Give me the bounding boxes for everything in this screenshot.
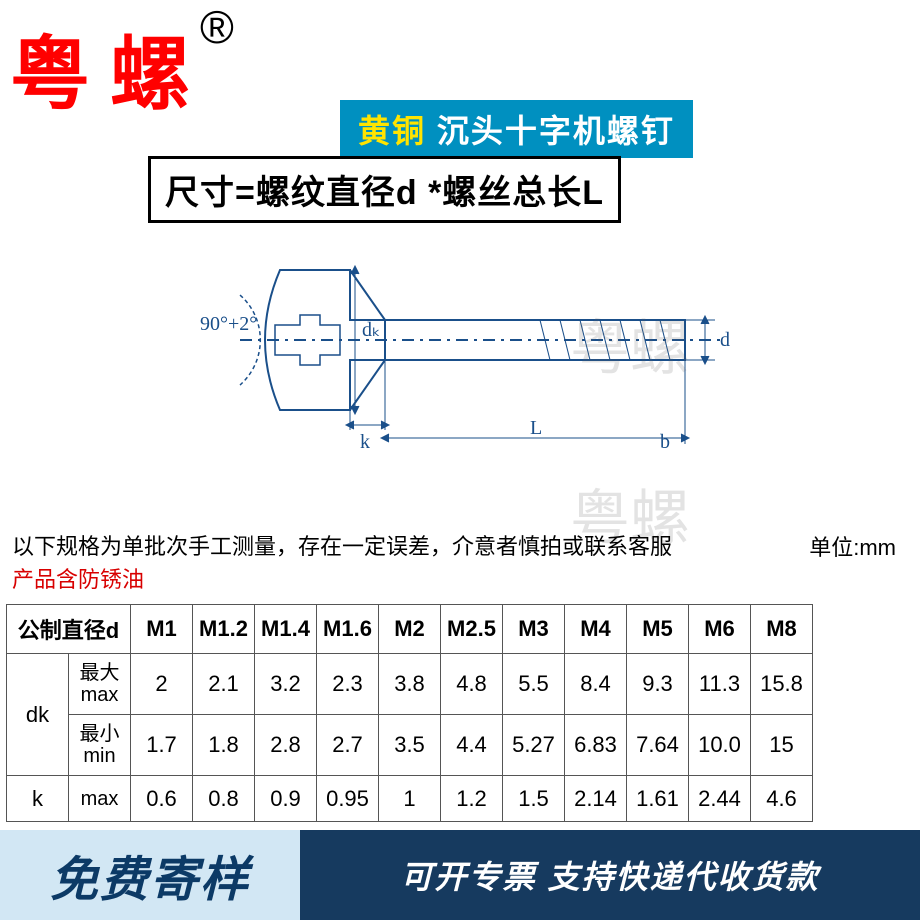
cell: 2.3 (317, 654, 379, 715)
formula-box: 尺寸=螺纹直径d *螺丝总长L (148, 156, 621, 223)
screw-diagram: 90°+2° dₖ k L d b (190, 230, 750, 450)
title-yellow: 黄铜 (358, 113, 426, 149)
col-header-d: 公制直径d (7, 605, 131, 654)
cell: 1.61 (627, 776, 689, 822)
col-M5: M5 (627, 605, 689, 654)
sub-min: 最小min (69, 715, 131, 776)
col-M4: M4 (565, 605, 627, 654)
cell: 0.6 (131, 776, 193, 822)
note-line2: 产品含防锈油 (12, 563, 672, 596)
b-label: b (660, 431, 670, 450)
title-bar: 黄铜 沉头十字机螺钉 (340, 100, 693, 158)
angle-label: 90°+2° (200, 313, 257, 335)
cell: 2.1 (193, 654, 255, 715)
dk-label: dₖ (362, 319, 381, 341)
cell: 5.5 (503, 654, 565, 715)
d-label: d (720, 329, 730, 351)
unit-label: 单位:mm (809, 530, 896, 562)
cell: 0.9 (255, 776, 317, 822)
cell: 0.8 (193, 776, 255, 822)
cell: 3.5 (379, 715, 441, 776)
cell: 0.95 (317, 776, 379, 822)
cell: 5.27 (503, 715, 565, 776)
cell: 2.8 (255, 715, 317, 776)
L-label: L (530, 417, 542, 439)
brand-logo: 粤 螺 (10, 10, 190, 126)
col-M6: M6 (689, 605, 751, 654)
cell: 2.44 (689, 776, 751, 822)
cell: 2.7 (317, 715, 379, 776)
col-M8: M8 (751, 605, 813, 654)
table-row: dk 最大max 2 2.1 3.2 2.3 3.8 4.8 5.5 8.4 9… (7, 654, 813, 715)
footer-left: 免费寄样 (0, 830, 300, 920)
footer-right: 可开专票 支持快递代收货款 (300, 830, 920, 920)
cell: 4.6 (751, 776, 813, 822)
cell: 4.4 (441, 715, 503, 776)
col-M1: M1 (131, 605, 193, 654)
cell: 11.3 (689, 654, 751, 715)
col-M25: M2.5 (441, 605, 503, 654)
table-row: 最小min 1.7 1.8 2.8 2.7 3.5 4.4 5.27 6.83 … (7, 715, 813, 776)
cell: 6.83 (565, 715, 627, 776)
registered-mark: ® (200, 0, 234, 54)
cell: 1.8 (193, 715, 255, 776)
row-dk: dk (7, 654, 69, 776)
cell: 1 (379, 776, 441, 822)
cell: 4.8 (441, 654, 503, 715)
cell: 3.8 (379, 654, 441, 715)
col-M2: M2 (379, 605, 441, 654)
cell: 1.2 (441, 776, 503, 822)
col-M3: M3 (503, 605, 565, 654)
col-M12: M1.2 (193, 605, 255, 654)
sub-max: 最大max (69, 654, 131, 715)
sub-kmax: max (69, 776, 131, 822)
cell: 2.14 (565, 776, 627, 822)
cell: 1.5 (503, 776, 565, 822)
cell: 15.8 (751, 654, 813, 715)
cell: 7.64 (627, 715, 689, 776)
note-line1: 以下规格为单批次手工测量，存在一定误差，介意者慎拍或联系客服 (12, 530, 672, 563)
col-M14: M1.4 (255, 605, 317, 654)
title-white: 沉头十字机螺钉 (437, 113, 675, 149)
cell: 9.3 (627, 654, 689, 715)
cell: 3.2 (255, 654, 317, 715)
cell: 1.7 (131, 715, 193, 776)
col-M16: M1.6 (317, 605, 379, 654)
cell: 2 (131, 654, 193, 715)
k-label: k (360, 431, 370, 450)
table-row: k max 0.6 0.8 0.9 0.95 1 1.2 1.5 2.14 1.… (7, 776, 813, 822)
spec-table: 公制直径d M1 M1.2 M1.4 M1.6 M2 M2.5 M3 M4 M5… (6, 604, 813, 822)
footer: 免费寄样 可开专票 支持快递代收货款 (0, 830, 920, 920)
cell: 15 (751, 715, 813, 776)
row-k: k (7, 776, 69, 822)
cell: 10.0 (689, 715, 751, 776)
table-row: 公制直径d M1 M1.2 M1.4 M1.6 M2 M2.5 M3 M4 M5… (7, 605, 813, 654)
cell: 8.4 (565, 654, 627, 715)
notes: 以下规格为单批次手工测量，存在一定误差，介意者慎拍或联系客服 产品含防锈油 (12, 530, 672, 596)
